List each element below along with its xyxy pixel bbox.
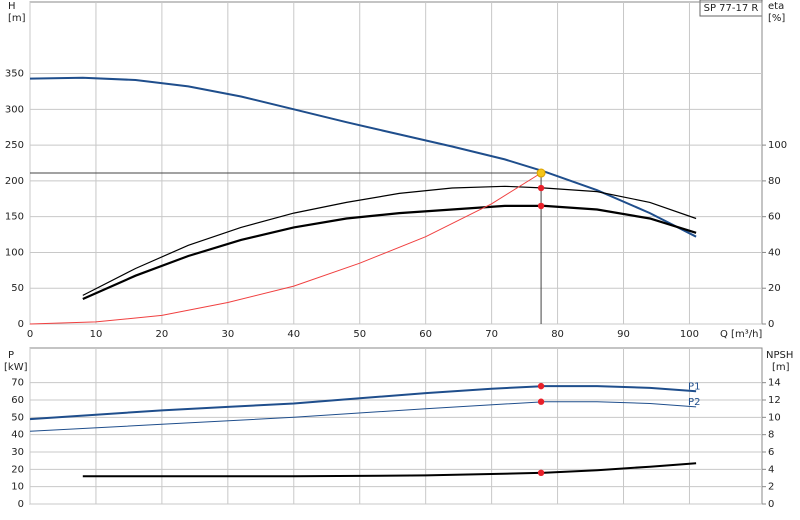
y-axis-unit: [m] (8, 13, 26, 24)
y-tick-label: 10 (11, 482, 24, 493)
y2-tick-label: 40 (768, 247, 781, 258)
x-tick-label: 0 (27, 329, 33, 340)
x-tick-label: 30 (221, 329, 234, 340)
curve-label: P1 (688, 381, 700, 392)
curve (29, 172, 542, 325)
curve (29, 76, 697, 238)
curve (29, 401, 697, 432)
y-tick-label: 50 (11, 412, 24, 423)
y-tick-label: 350 (5, 69, 24, 80)
y2-tick-label: 14 (768, 378, 781, 389)
x-tick-label: 10 (90, 329, 103, 340)
chart-title: SP 77-17 R (704, 3, 759, 14)
operating-point (537, 382, 545, 390)
operating-point (537, 398, 545, 405)
y2-tick-label: 12 (768, 395, 781, 406)
y-tick-label: 20 (11, 464, 24, 475)
x-tick-label: 80 (551, 329, 564, 340)
y2-tick-label: 60 (768, 212, 781, 223)
y-tick-label: 200 (5, 176, 24, 187)
y2-axis-label: NPSH (766, 350, 793, 361)
x-tick-label: 40 (287, 329, 300, 340)
curve (82, 185, 697, 296)
y-tick-label: 100 (5, 247, 24, 258)
x-tick-label: 20 (156, 329, 169, 340)
curve (82, 204, 697, 301)
y2-axis-unit: [m] (772, 362, 790, 373)
x-axis-label: Q [m³/h] (720, 329, 762, 340)
y-tick-label: 50 (11, 283, 24, 294)
x-tick-label: 100 (680, 329, 699, 340)
y2-tick-label: 20 (768, 283, 781, 294)
y2-tick-label: 2 (768, 482, 774, 493)
y-tick-label: 0 (18, 319, 24, 330)
operating-point (537, 184, 545, 192)
y-tick-label: 150 (5, 212, 24, 223)
y2-tick-label: 8 (768, 430, 774, 441)
x-tick-label: 50 (353, 329, 366, 340)
y2-tick-label: 0 (768, 499, 774, 510)
duty-point (536, 168, 546, 178)
curve (29, 385, 697, 421)
y2-tick-label: 100 (768, 140, 787, 151)
y2-tick-label: 10 (768, 412, 781, 423)
y-tick-label: 40 (11, 430, 24, 441)
x-tick-label: 90 (617, 329, 630, 340)
y-axis-label: P (8, 350, 14, 361)
y-axis-label: H (8, 1, 16, 12)
y-tick-label: 250 (5, 140, 24, 151)
x-tick-label: 70 (485, 329, 498, 340)
y2-tick-label: 0 (768, 319, 774, 330)
y2-axis-unit: [%] (768, 13, 785, 24)
y2-axis-label: eta (768, 1, 784, 12)
y-tick-label: 70 (11, 378, 24, 389)
y-tick-label: 300 (5, 104, 24, 115)
operating-point (537, 469, 545, 476)
operating-point (537, 202, 545, 210)
curve (82, 462, 697, 478)
y-tick-label: 30 (11, 447, 24, 458)
y2-tick-label: 4 (768, 464, 774, 475)
y-tick-label: 60 (11, 395, 24, 406)
y2-tick-label: 6 (768, 447, 774, 458)
y-tick-label: 0 (18, 499, 24, 510)
y-axis-unit: [kW] (4, 362, 28, 373)
y2-tick-label: 80 (768, 176, 781, 187)
x-tick-label: 60 (419, 329, 432, 340)
curve-label: P2 (688, 397, 700, 408)
